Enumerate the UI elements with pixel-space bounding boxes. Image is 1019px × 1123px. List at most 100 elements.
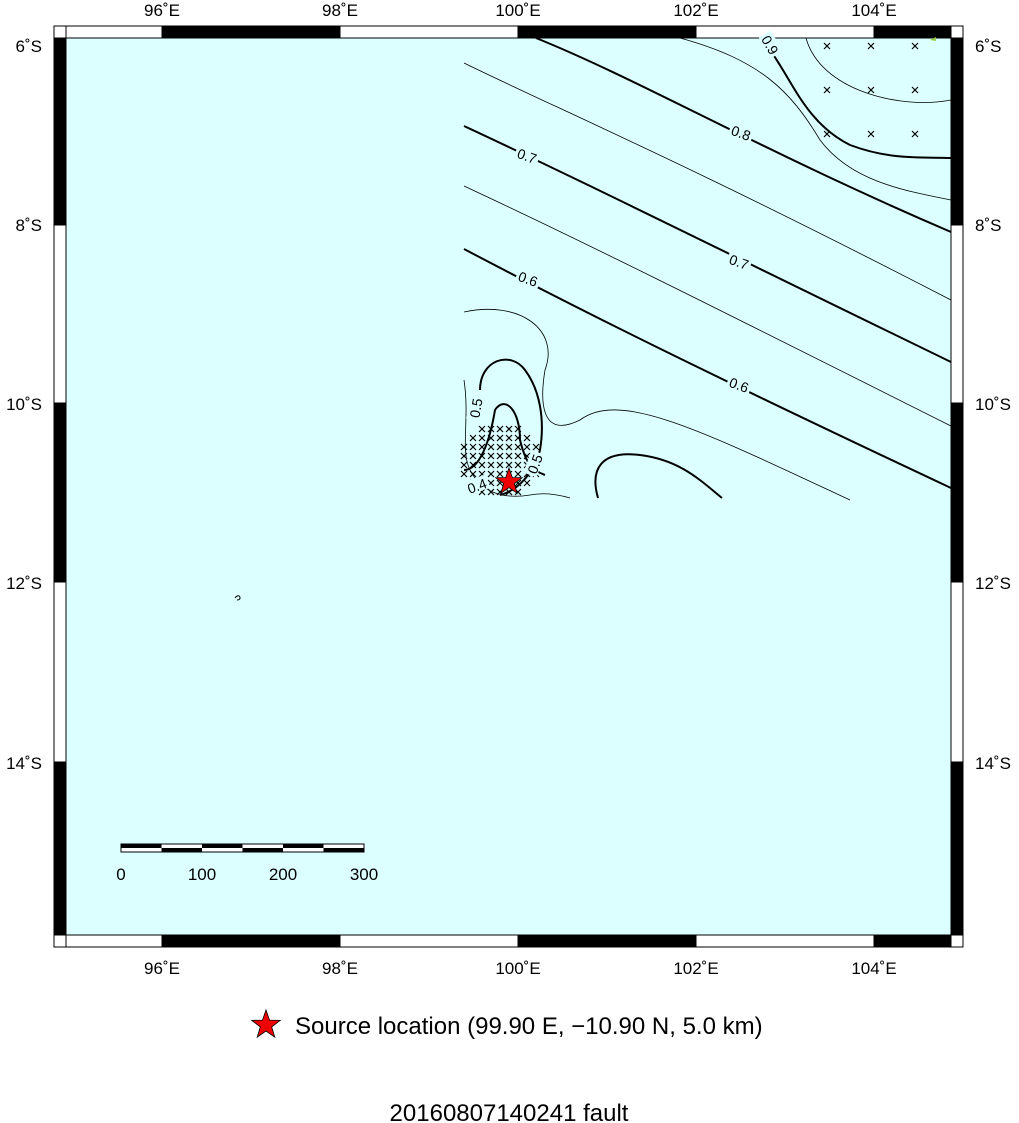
cross	[478, 425, 486, 433]
contour-label: 0.6	[727, 374, 751, 396]
frame-bar	[950, 402, 964, 583]
cross	[514, 425, 522, 433]
cross	[487, 452, 495, 460]
cross	[505, 425, 513, 433]
frame-bar	[517, 934, 697, 948]
contour-line	[679, 37, 952, 201]
x-axis-label: 98˚E	[322, 1, 358, 20]
cross	[514, 443, 522, 451]
cross	[496, 470, 504, 478]
y-axis-label: 12˚S	[6, 574, 42, 593]
frame-bar	[695, 25, 875, 39]
cross	[469, 434, 477, 442]
cross	[496, 461, 504, 469]
frame-bar	[950, 37, 964, 226]
x-axis-label: 96˚E	[144, 959, 180, 978]
cross	[487, 461, 495, 469]
frame-bar	[873, 934, 952, 948]
cross	[823, 42, 831, 50]
frame-bar	[53, 761, 67, 936]
frame-bar	[695, 934, 875, 948]
frame-bar	[339, 25, 519, 39]
y-axis-label: 6˚S	[975, 37, 1001, 56]
cross	[505, 434, 513, 442]
x-axis-label: 104˚E	[851, 959, 896, 978]
scale-label: 100	[188, 865, 216, 884]
frame-bar	[161, 25, 341, 39]
contour-line	[594, 453, 723, 499]
cross	[469, 443, 477, 451]
contour-label: 0.4	[465, 475, 489, 497]
cross	[523, 479, 531, 487]
cross	[496, 434, 504, 442]
contour-label: 0.7	[515, 145, 539, 167]
cross	[478, 443, 486, 451]
contour-line	[463, 185, 952, 427]
cross	[469, 470, 477, 478]
cross	[478, 461, 486, 469]
frame-bar	[339, 934, 519, 948]
cross	[487, 434, 495, 442]
cross	[496, 452, 504, 460]
frame-bar	[65, 934, 163, 948]
frame-bar	[950, 761, 964, 936]
cross	[514, 470, 522, 478]
contour-labels: 0.90.80.70.70.60.60.50.50.4	[462, 30, 783, 497]
x-axis-label: 102˚E	[673, 959, 718, 978]
contour-label-bg	[523, 449, 545, 478]
x-axis-label: 100˚E	[495, 959, 540, 978]
cross	[469, 452, 477, 460]
scale-label: 300	[350, 865, 378, 884]
cross	[505, 488, 513, 496]
contour-line	[535, 37, 952, 233]
legend-star	[250, 1008, 282, 1039]
cross	[460, 452, 468, 460]
cross	[478, 452, 486, 460]
cross	[523, 434, 531, 442]
y-axis-label: 8˚S	[975, 216, 1001, 235]
contour-line	[479, 358, 543, 496]
contour-label-bg	[462, 474, 491, 496]
frame-ticks	[53, 25, 964, 948]
contour-line	[463, 125, 952, 363]
cross	[911, 42, 919, 50]
x-axis-label: 102˚E	[673, 1, 718, 20]
contour-label-bg	[514, 267, 543, 289]
frame-bar	[873, 25, 952, 39]
cross	[867, 86, 875, 94]
contour-line	[463, 62, 952, 301]
contour-line	[805, 37, 952, 103]
cross	[514, 434, 522, 442]
frame-bar	[53, 581, 67, 763]
contour-line	[759, 37, 952, 159]
cross	[460, 461, 468, 469]
y-axis-label: 10˚S	[975, 395, 1011, 414]
contour-label: 0.8	[729, 122, 753, 144]
contour-label: 0.6	[516, 268, 540, 290]
cross	[514, 461, 522, 469]
cross	[460, 443, 468, 451]
y-axis-label: 14˚S	[975, 754, 1011, 773]
cross	[532, 443, 540, 451]
frame-bar	[53, 37, 67, 226]
cross	[478, 434, 486, 442]
contour-label-bg	[725, 250, 754, 272]
contour-label: 0.7	[727, 251, 751, 273]
frame-bar	[950, 224, 964, 404]
x-axis-label: 96˚E	[144, 1, 180, 20]
frame-bar	[53, 402, 67, 583]
scale-bar	[120, 843, 365, 853]
x-axis-label: 100˚E	[495, 1, 540, 20]
contour-label: 0.5	[524, 452, 546, 476]
cross	[487, 425, 495, 433]
y-axis-label: 6˚S	[16, 37, 42, 56]
x-axis-label: 104˚E	[851, 1, 896, 20]
contour-line	[463, 308, 851, 501]
cross	[867, 42, 875, 50]
cross	[823, 86, 831, 94]
contour-label-bg	[466, 394, 484, 421]
cross	[487, 470, 495, 478]
cross	[514, 452, 522, 460]
scale-label: 200	[269, 865, 297, 884]
